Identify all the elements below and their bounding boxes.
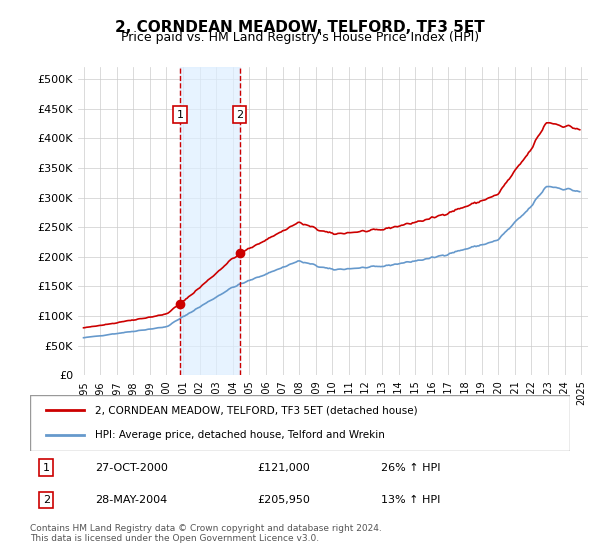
- Text: 1: 1: [43, 463, 50, 473]
- FancyBboxPatch shape: [30, 395, 570, 451]
- Text: £205,950: £205,950: [257, 495, 310, 505]
- Bar: [180, 67, 239, 375]
- Text: HPI: Average price, detached house, Telford and Wrekin: HPI: Average price, detached house, Telf…: [95, 430, 385, 440]
- Text: Price paid vs. HM Land Registry's House Price Index (HPI): Price paid vs. HM Land Registry's House …: [121, 31, 479, 44]
- Text: 2: 2: [236, 110, 243, 120]
- Text: £121,000: £121,000: [257, 463, 310, 473]
- Text: 2, CORNDEAN MEADOW, TELFORD, TF3 5ET: 2, CORNDEAN MEADOW, TELFORD, TF3 5ET: [115, 20, 485, 35]
- Text: 26% ↑ HPI: 26% ↑ HPI: [381, 463, 440, 473]
- Text: 1: 1: [176, 110, 184, 120]
- Text: 28-MAY-2004: 28-MAY-2004: [95, 495, 167, 505]
- Text: 2, CORNDEAN MEADOW, TELFORD, TF3 5ET (detached house): 2, CORNDEAN MEADOW, TELFORD, TF3 5ET (de…: [95, 405, 418, 416]
- Text: 2: 2: [43, 495, 50, 505]
- Text: 27-OCT-2000: 27-OCT-2000: [95, 463, 167, 473]
- Text: 13% ↑ HPI: 13% ↑ HPI: [381, 495, 440, 505]
- Text: Contains HM Land Registry data © Crown copyright and database right 2024.
This d: Contains HM Land Registry data © Crown c…: [30, 524, 382, 543]
